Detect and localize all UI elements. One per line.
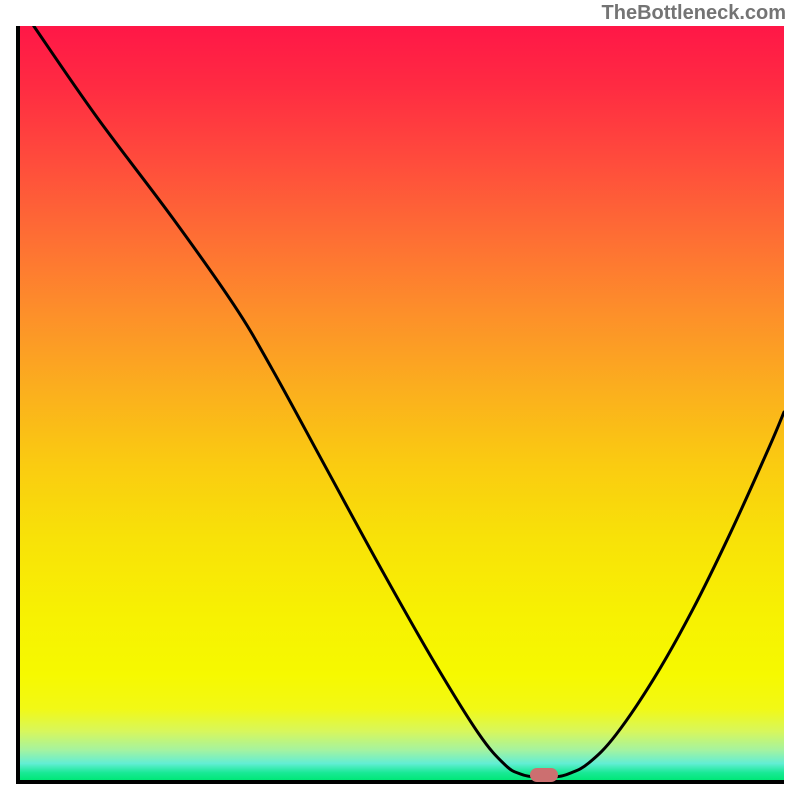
chart-container: TheBottleneck.com [0, 0, 800, 800]
x-axis [16, 780, 784, 784]
y-axis [16, 26, 20, 784]
curve-layer [0, 0, 800, 800]
valley-marker [530, 768, 558, 782]
bottleneck-curve [34, 26, 784, 777]
